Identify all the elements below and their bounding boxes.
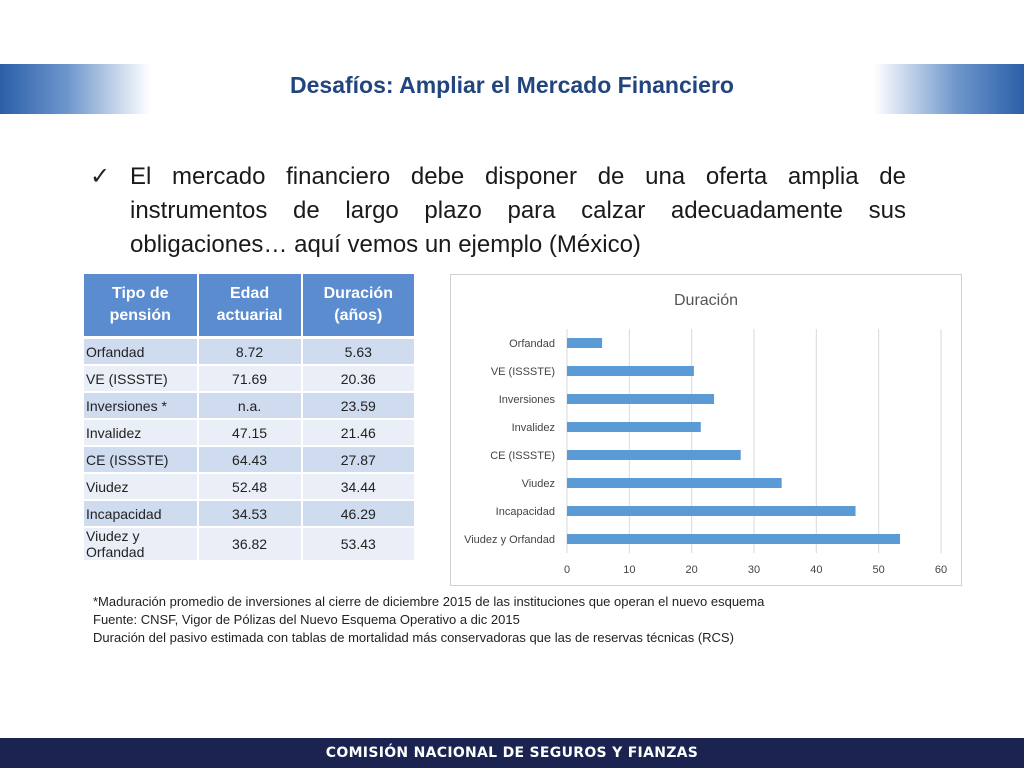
bar <box>567 366 694 376</box>
category-label: Incapacidad <box>496 506 555 518</box>
bar <box>567 506 856 516</box>
bar <box>567 450 741 460</box>
footnotes: *Maduración promedio de inversiones al c… <box>93 593 764 647</box>
x-tick-label: 20 <box>686 564 698 576</box>
cell-duracion: 21.46 <box>302 420 414 447</box>
category-label: VE (ISSSTE) <box>491 366 555 378</box>
x-tick-label: 10 <box>623 564 635 576</box>
x-tick-label: 0 <box>564 564 570 576</box>
cell-tipo: Incapacidad <box>84 501 197 528</box>
cell-edad: 34.53 <box>198 501 301 528</box>
cell-edad: 36.82 <box>198 528 301 562</box>
header-edad-actuarial: Edad actuarial <box>198 274 301 339</box>
footer-bar: COMISIÓN NACIONAL DE SEGUROS Y FIANZAS <box>0 738 1024 768</box>
x-tick-label: 60 <box>935 564 947 576</box>
bar <box>567 422 701 432</box>
cell-tipo: Invalidez <box>84 420 197 447</box>
x-tick-label: 30 <box>748 564 760 576</box>
cell-edad: 64.43 <box>198 447 301 474</box>
cell-duracion: 5.63 <box>302 339 414 366</box>
table-row: Incapacidad 34.53 46.29 <box>84 501 414 528</box>
cell-tipo: VE (ISSSTE) <box>84 366 197 393</box>
table-row: VE (ISSSTE) 71.69 20.36 <box>84 366 414 393</box>
footer-organization: COMISIÓN NACIONAL DE SEGUROS Y FIANZAS <box>325 745 699 761</box>
bar <box>567 394 715 404</box>
chart-title: Duración <box>674 292 738 309</box>
cell-tipo: Orfandad <box>84 339 197 366</box>
cell-duracion: 20.36 <box>302 366 414 393</box>
category-label: CE (ISSSTE) <box>490 450 555 462</box>
x-tick-label: 40 <box>810 564 822 576</box>
table-row: Invalidez 47.15 21.46 <box>84 420 414 447</box>
footnote-source: Fuente: CNSF, Vigor de Pólizas del Nuevo… <box>93 612 520 627</box>
category-label: Viudez y Orfandad <box>464 534 555 546</box>
bar <box>567 534 901 544</box>
table-row: Viudez 52.48 34.44 <box>84 474 414 501</box>
bar <box>567 478 782 488</box>
cell-tipo: Inversiones * <box>84 393 197 420</box>
bullet-text: El mercado financiero debe disponer de u… <box>130 163 906 258</box>
category-label: Viudez <box>522 478 555 490</box>
header-duracion: Duración (años) <box>302 274 414 339</box>
duration-chart-svg: Duración 0 10 20 30 40 50 60 Orfandad VE (ISSSTE)… <box>464 292 947 576</box>
cell-edad: 8.72 <box>198 339 301 366</box>
category-label: Invalidez <box>512 422 555 434</box>
header-band-right <box>874 64 1024 114</box>
bar <box>567 338 603 348</box>
x-tick-label: 50 <box>873 564 885 576</box>
cell-edad: 52.48 <box>198 474 301 501</box>
table-row: Inversiones * n.a. 23.59 <box>84 393 414 420</box>
footnote-mortality: Duración del pasivo estimada con tablas … <box>93 630 734 645</box>
table-header-row: Tipo de pensión Edad actuarial Duración … <box>84 274 414 339</box>
cell-tipo: Viudez <box>84 474 197 501</box>
category-label: Inversiones <box>499 394 556 406</box>
pension-table: Tipo de pensión Edad actuarial Duración … <box>82 274 416 562</box>
table-row: Orfandad 8.72 5.63 <box>84 339 414 366</box>
cell-edad: n.a. <box>198 393 301 420</box>
table-row: CE (ISSSTE) 64.43 27.87 <box>84 447 414 474</box>
cell-tipo: Viudez y Orfandad <box>84 528 197 562</box>
duration-chart: Duración 0 10 20 30 40 50 60 Orfandad VE (ISSSTE)… <box>450 274 962 586</box>
cell-tipo: CE (ISSSTE) <box>84 447 197 474</box>
check-mark-icon: ✓ <box>90 163 111 190</box>
header-band-left <box>0 64 150 114</box>
header-tipo-pension: Tipo de pensión <box>84 274 197 339</box>
cell-edad: 47.15 <box>198 420 301 447</box>
slide-title: Desafíos: Ampliar el Mercado Financiero <box>290 72 734 98</box>
cell-duracion: 46.29 <box>302 501 414 528</box>
bullet-point: ✓ El mercado financiero debe disponer de… <box>90 160 906 262</box>
cell-duracion: 23.59 <box>302 393 414 420</box>
cell-duracion: 53.43 <box>302 528 414 562</box>
cell-duracion: 27.87 <box>302 447 414 474</box>
cell-duracion: 34.44 <box>302 474 414 501</box>
table-row: Viudez y Orfandad 36.82 53.43 <box>84 528 414 562</box>
cell-edad: 71.69 <box>198 366 301 393</box>
footnote-investments: *Maduración promedio de inversiones al c… <box>93 594 765 609</box>
category-label: Orfandad <box>509 338 555 350</box>
